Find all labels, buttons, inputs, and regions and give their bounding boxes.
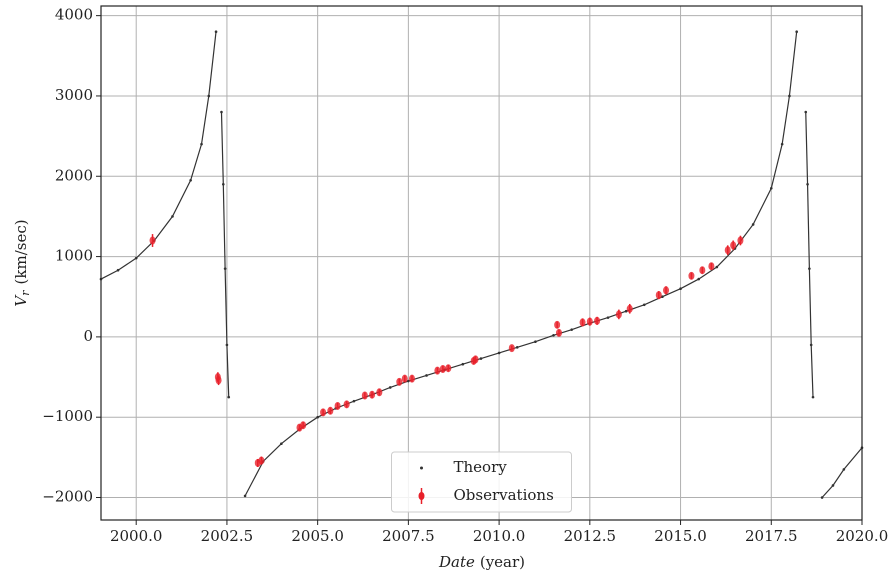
observation-point	[300, 421, 307, 430]
x-tick-label: 2005.0	[291, 527, 344, 545]
legend: Theory Observations	[391, 451, 572, 513]
y-tick-label: 0	[83, 327, 93, 345]
x-tick-label: 2010.0	[473, 527, 526, 545]
observation-point	[327, 406, 334, 415]
x-tick-label: 2007.5	[382, 527, 435, 545]
x-label-text: Date	[438, 553, 475, 571]
observation-point	[586, 317, 593, 326]
observation-point	[663, 286, 670, 295]
observation-point	[149, 236, 156, 245]
observation-point	[655, 291, 662, 300]
x-tick-label: 2017.5	[745, 527, 798, 545]
observation-point	[615, 310, 622, 319]
y-tick-label: 3000	[55, 86, 93, 104]
x-tick-label: 2015.0	[654, 527, 707, 545]
observation-point	[472, 355, 479, 364]
x-axis-label: Date (year)	[438, 553, 525, 571]
y-axis-label: Vr (km/sec)	[12, 219, 32, 306]
observation-point	[626, 304, 633, 313]
observation-point	[724, 246, 731, 255]
legend-label: Observations	[454, 486, 554, 504]
y-label-unit: (km/sec)	[12, 219, 30, 284]
observation-point	[215, 376, 222, 385]
observation-point	[343, 400, 350, 409]
observation-point	[401, 374, 408, 383]
observation-point	[730, 241, 737, 250]
x-tick-label: 2000.0	[110, 527, 163, 545]
theory-line	[821, 447, 863, 498]
observation-point	[361, 391, 368, 400]
observation-point	[376, 388, 383, 397]
observation-point	[737, 236, 744, 245]
observation-point	[594, 316, 601, 325]
y-label-subscript: r	[19, 290, 32, 296]
y-tick-label: −2000	[42, 488, 93, 506]
observation-point	[439, 365, 446, 374]
observation-point	[688, 271, 695, 280]
x-tick-label: 2012.5	[564, 527, 617, 545]
plot-frame	[100, 5, 863, 521]
observation-point	[369, 390, 376, 399]
theory-line	[805, 111, 814, 398]
observation-point	[554, 320, 561, 329]
x-label-unit: (year)	[480, 553, 525, 571]
observation-point	[699, 266, 706, 275]
y-label-symbol: V	[12, 294, 30, 307]
observation-point	[508, 344, 515, 353]
y-tick-label: 4000	[55, 6, 93, 24]
theory-line	[100, 31, 217, 280]
observation-point	[409, 374, 416, 383]
theory-line	[244, 31, 798, 497]
legend-marker	[418, 492, 425, 500]
legend-marker	[420, 466, 423, 470]
observation-point	[708, 262, 715, 271]
y-tick-label: −1000	[42, 407, 93, 425]
observation-point	[555, 328, 562, 337]
observation-point	[320, 408, 327, 417]
legend-label: Theory	[454, 458, 508, 476]
y-tick-label: 2000	[55, 166, 93, 184]
y-tick-label: 1000	[55, 247, 93, 265]
observation-point	[334, 401, 341, 410]
theory-line	[220, 111, 230, 398]
x-tick-label: 2020.0	[836, 527, 889, 545]
observation-point	[396, 377, 403, 386]
observation-point	[579, 318, 586, 327]
x-tick-label: 2002.5	[201, 527, 254, 545]
observation-point	[258, 456, 265, 465]
observation-point	[434, 366, 441, 375]
legend-box	[391, 451, 572, 513]
observation-point	[445, 364, 452, 373]
